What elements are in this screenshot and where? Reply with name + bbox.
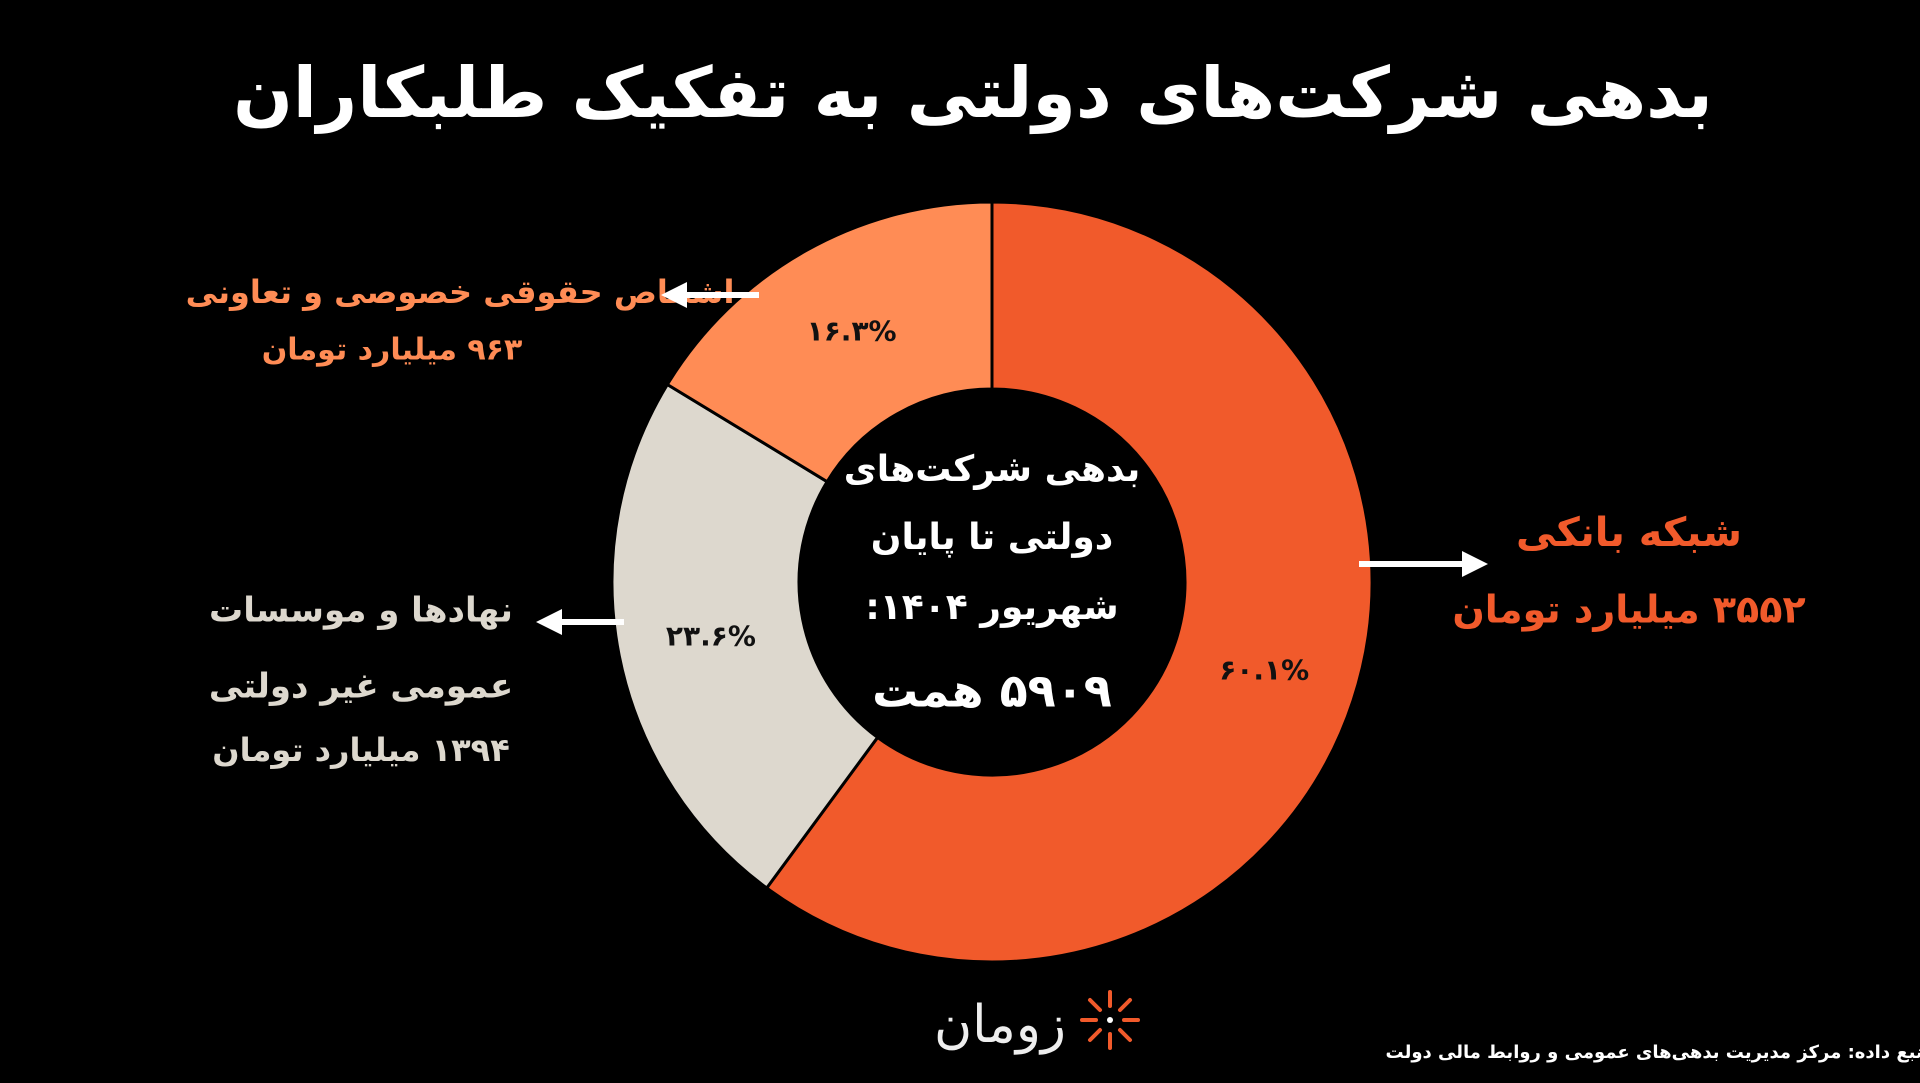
center-text: بدهی شرکت‌های (844, 449, 1141, 490)
logo-text: زومان (934, 995, 1066, 1055)
slice (610, 382, 880, 891)
category-label: عمومی غیر دولتی (209, 667, 513, 707)
center-text: ۵۹۰۹ همت (872, 664, 1112, 718)
value-label: ۱۶.۳% (807, 314, 897, 347)
category-label: نهادها و موسسات (209, 591, 513, 631)
labels: ۶۰.۱% ۲۳.۶% ۱۶.۳% بدهی شرکت‌های دولتی تا پای… (186, 273, 1806, 769)
chart-title: بدهی شرکت‌های دولتی به تفکیک طلبکاران (233, 52, 1713, 134)
value-label: ۶۰.۱% (1219, 653, 1309, 686)
source: منبع داده: مرکز مدیریت بدهی‌های عمومی و … (1386, 1042, 1920, 1063)
logo-icon (1080, 990, 1140, 1050)
value-label: ۲۳.۶% (666, 619, 756, 652)
donut-hole (800, 390, 1184, 774)
arrow-head (661, 282, 687, 308)
amount-label: ۳۵۵۲ میلیارد تومان (1452, 588, 1805, 632)
amount-label: ۱۳۹۴ میلیارد تومان (212, 731, 509, 769)
donut (610, 200, 1374, 964)
center-text: شهریور ۱۴۰۴: (865, 587, 1118, 628)
arrow-head (1462, 551, 1488, 577)
center-text: دولتی تا پایان (871, 517, 1113, 558)
arrow-head (536, 609, 562, 635)
category-label: اشخاص حقوقی خصوصی و تعاونی (186, 273, 735, 311)
category-label: شبکه بانکی (1516, 510, 1742, 556)
amount-label: ۹۶۳ میلیارد تومان (262, 333, 523, 368)
slice (764, 200, 1374, 964)
